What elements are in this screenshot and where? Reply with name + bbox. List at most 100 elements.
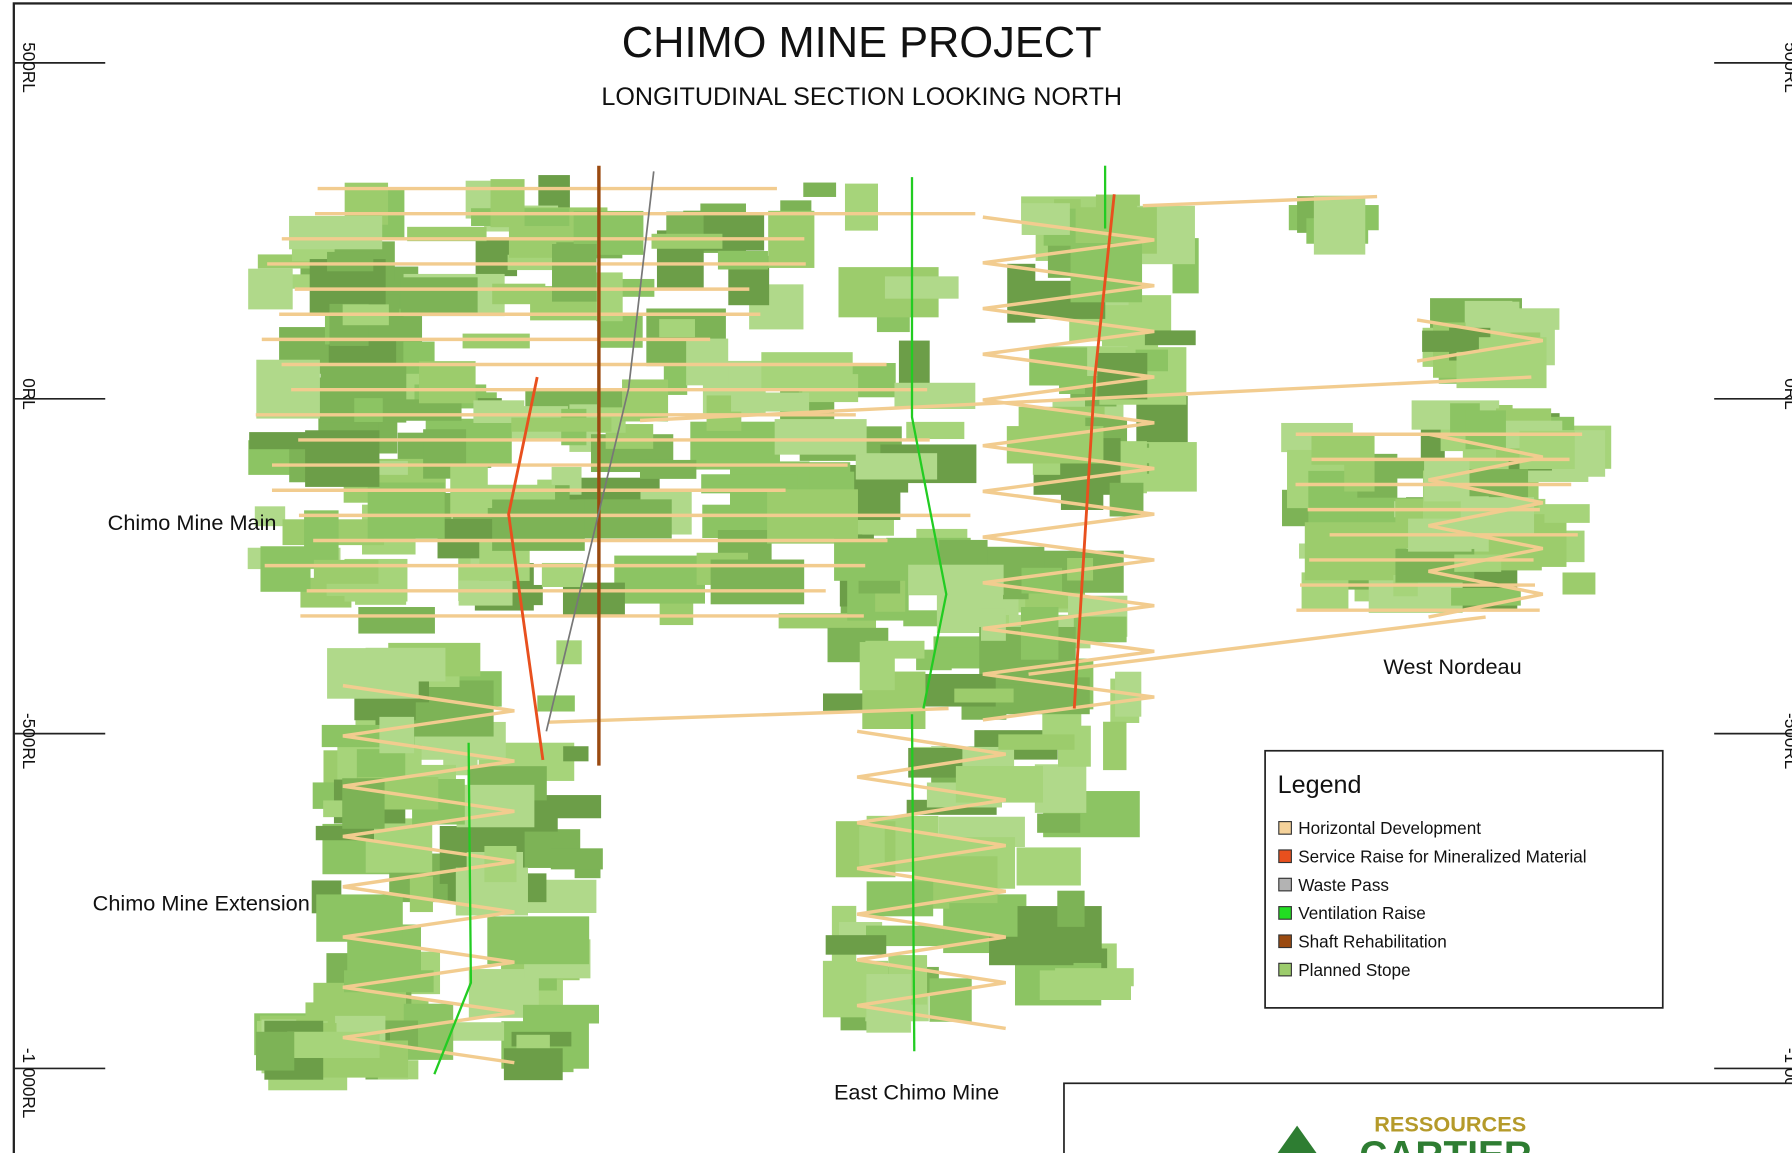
planned-stope bbox=[354, 398, 383, 423]
ventilation-raise bbox=[910, 714, 916, 1052]
planned-stope bbox=[898, 340, 930, 390]
zone-label: Chimo Mine Main bbox=[108, 510, 277, 535]
planned-stope bbox=[458, 580, 513, 606]
planned-stope bbox=[659, 319, 695, 338]
ventilation-raise bbox=[910, 177, 948, 709]
planned-stope bbox=[731, 392, 810, 412]
legend-items: Horizontal Development Service Raise for … bbox=[1278, 818, 1587, 980]
planned-stope bbox=[1057, 890, 1085, 927]
zone-label: West Nordeau bbox=[1383, 654, 1521, 679]
planned-stope bbox=[254, 506, 286, 527]
planned-stope bbox=[249, 432, 325, 450]
planned-stope bbox=[761, 352, 853, 389]
legend-label: Shaft Rehabilitation bbox=[1298, 932, 1447, 952]
planned-stope bbox=[260, 546, 311, 592]
legend-label: Waste Pass bbox=[1298, 875, 1389, 895]
planned-stope bbox=[717, 250, 768, 270]
planned-stope bbox=[537, 695, 575, 712]
horizontal-development bbox=[1416, 318, 1544, 363]
legend-swatch bbox=[1278, 821, 1292, 835]
planned-stope bbox=[1420, 418, 1445, 467]
horizontal-development bbox=[1028, 615, 1486, 676]
planned-stope bbox=[327, 251, 374, 272]
planned-stope bbox=[289, 215, 383, 250]
horizontal-development bbox=[1428, 432, 1544, 619]
legend-swatch bbox=[1278, 877, 1292, 892]
planned-stope bbox=[1451, 587, 1521, 606]
elevation-label: 0RL bbox=[1781, 378, 1792, 409]
planned-stope bbox=[651, 233, 723, 249]
planned-stope bbox=[418, 361, 476, 404]
legend-label: Planned Stope bbox=[1298, 960, 1410, 980]
subtitle: LONGITUDINAL SECTION LOOKING NORTH bbox=[601, 83, 1122, 111]
horizontal-development bbox=[1142, 194, 1378, 208]
planned-stope bbox=[614, 555, 705, 604]
planned-stope bbox=[855, 453, 938, 480]
planned-stope bbox=[1466, 301, 1520, 333]
planned-stope bbox=[825, 935, 887, 955]
service-raise bbox=[507, 376, 545, 761]
planned-stope bbox=[1562, 572, 1596, 595]
planned-stope bbox=[524, 795, 602, 819]
elevation-label: -500RL bbox=[19, 713, 39, 769]
ventilation-raise bbox=[433, 742, 473, 1075]
planned-stope bbox=[1544, 504, 1590, 523]
legend-label: Horizontal Development bbox=[1298, 818, 1481, 838]
logo-icon bbox=[1277, 1125, 1317, 1153]
legend-title: Legend bbox=[1278, 771, 1362, 799]
elevation-label: -1 000RL bbox=[19, 1048, 39, 1118]
planned-stope bbox=[556, 640, 582, 665]
planned-stope bbox=[937, 647, 993, 669]
planned-stope bbox=[552, 244, 597, 302]
planned-stope bbox=[358, 607, 435, 634]
elevation-label: 0RL bbox=[19, 378, 39, 409]
planned-stope bbox=[409, 876, 433, 913]
planned-stope bbox=[487, 916, 590, 965]
planned-stope bbox=[1304, 522, 1397, 581]
planned-stope bbox=[1034, 764, 1087, 813]
planned-stope bbox=[1037, 813, 1081, 833]
planned-stope bbox=[954, 688, 1014, 703]
planned-stope bbox=[563, 746, 589, 762]
planned-stope bbox=[522, 1004, 599, 1024]
legend-label: Service Raise for Mineralized Material bbox=[1298, 847, 1586, 867]
planned-stope bbox=[663, 364, 688, 395]
planned-stope bbox=[473, 400, 525, 424]
legend-box bbox=[1264, 749, 1664, 1009]
logo-text: CARTIER bbox=[1359, 1134, 1532, 1153]
planned-stope bbox=[1073, 616, 1127, 643]
planned-stope bbox=[492, 499, 585, 551]
service-raise bbox=[1072, 194, 1116, 709]
logo-text: RESSOURCES bbox=[1374, 1111, 1526, 1136]
planned-stope bbox=[1519, 430, 1575, 470]
planned-stope bbox=[492, 283, 546, 305]
logo-block: RESSOURCES CARTIER bbox=[1063, 1082, 1792, 1153]
planned-stope bbox=[248, 268, 293, 310]
waste-pass bbox=[545, 171, 655, 732]
planned-stope bbox=[859, 826, 885, 866]
planned-stope bbox=[313, 559, 379, 584]
planned-stope bbox=[490, 179, 525, 228]
planned-stope bbox=[255, 1031, 295, 1071]
horizontal-development bbox=[342, 683, 515, 1065]
elevation-label: -500RL bbox=[1781, 713, 1792, 769]
planned-stope bbox=[906, 421, 965, 440]
elevation-label: 500RL bbox=[19, 42, 39, 92]
planned-stope bbox=[576, 499, 672, 539]
planned-stope bbox=[1103, 721, 1127, 771]
planned-stope bbox=[1021, 203, 1070, 235]
planned-stope bbox=[1422, 330, 1479, 352]
planned-stope bbox=[512, 584, 543, 606]
planned-stope bbox=[1055, 968, 1134, 987]
zone-label: East Chimo Mine bbox=[834, 1079, 999, 1104]
planned-stope bbox=[939, 539, 988, 567]
planned-stope bbox=[884, 276, 959, 299]
planned-stope bbox=[908, 564, 1004, 595]
logo-box bbox=[1063, 1082, 1792, 1153]
planned-stope bbox=[315, 825, 374, 841]
planned-stope bbox=[686, 338, 729, 386]
planned-stope bbox=[866, 925, 951, 947]
legend-swatch bbox=[1278, 934, 1292, 949]
legend-swatch bbox=[1278, 962, 1292, 977]
planned-stope bbox=[639, 459, 697, 479]
